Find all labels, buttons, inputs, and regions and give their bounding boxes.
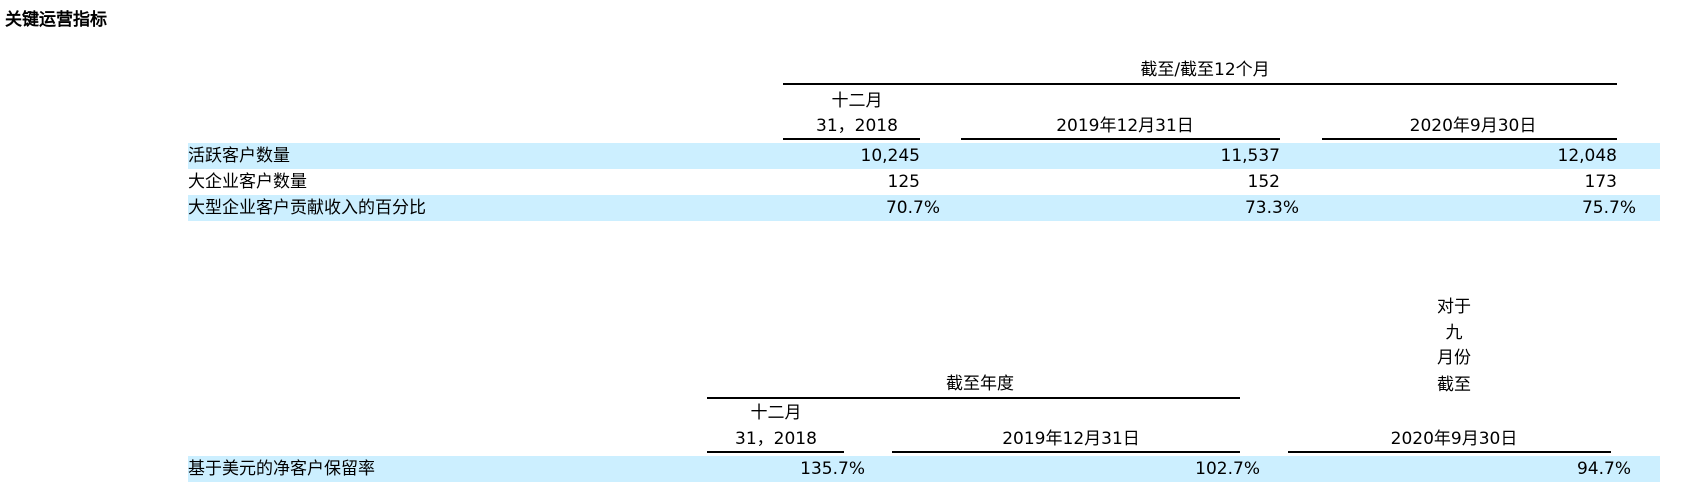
header-rule bbox=[707, 451, 844, 453]
column-header: 十二月 bbox=[831, 91, 883, 111]
row-label: 大型企业客户贡献收入的百分比 bbox=[188, 198, 426, 218]
cell: 135.7% bbox=[800, 459, 865, 479]
cell: 11,537 bbox=[1220, 146, 1280, 166]
group-header: 截至年度 bbox=[946, 374, 1014, 394]
cell: 152 bbox=[1247, 172, 1280, 192]
column-header: 对于 bbox=[1437, 297, 1471, 317]
header-rule bbox=[1322, 138, 1617, 140]
row-label: 活跃客户数量 bbox=[188, 146, 290, 166]
column-header: 2019年12月31日 bbox=[1002, 429, 1140, 449]
column-header: 九 bbox=[1445, 323, 1463, 343]
column-header: 月份 bbox=[1437, 348, 1471, 368]
column-header: 2020年9月30日 bbox=[1390, 429, 1518, 449]
column-header: 31，2018 bbox=[735, 429, 817, 449]
column-header: 2019年12月31日 bbox=[1056, 116, 1194, 136]
table-row: 大型企业客户贡献收入的百分比 70.7% 73.3% 75.7% bbox=[188, 195, 1660, 221]
header-rule bbox=[892, 451, 1240, 453]
cell: 70.7% bbox=[885, 198, 940, 218]
header-rule bbox=[783, 83, 1617, 85]
row-label: 基于美元的净客户保留率 bbox=[188, 459, 375, 479]
cell: 73.3% bbox=[1244, 198, 1299, 218]
cell: 75.7% bbox=[1581, 198, 1636, 218]
header-rule bbox=[961, 138, 1280, 140]
row-label: 大企业客户数量 bbox=[188, 172, 307, 192]
table-row: 基于美元的净客户保留率 135.7% 102.7% 94.7% bbox=[188, 456, 1660, 482]
header-rule bbox=[783, 138, 920, 140]
page-title: 关键运营指标 bbox=[5, 10, 107, 30]
table-row: 大企业客户数量 125 152 173 bbox=[188, 169, 1660, 195]
column-header: 2020年9月30日 bbox=[1409, 116, 1537, 136]
table-row: 活跃客户数量 10,245 11,537 12,048 bbox=[188, 143, 1660, 169]
cell: 12,048 bbox=[1557, 146, 1617, 166]
header-rule bbox=[1288, 451, 1611, 453]
cell: 94.7% bbox=[1576, 459, 1631, 479]
header-rule bbox=[707, 397, 1240, 399]
cell: 173 bbox=[1584, 172, 1617, 192]
cell: 125 bbox=[887, 172, 920, 192]
group-header: 截至/截至12个月 bbox=[1140, 60, 1270, 80]
column-header: 截至 bbox=[1437, 375, 1471, 395]
cell: 10,245 bbox=[860, 146, 920, 166]
column-header: 十二月 bbox=[750, 403, 802, 423]
column-header: 31，2018 bbox=[816, 116, 898, 136]
cell: 102.7% bbox=[1195, 459, 1260, 479]
